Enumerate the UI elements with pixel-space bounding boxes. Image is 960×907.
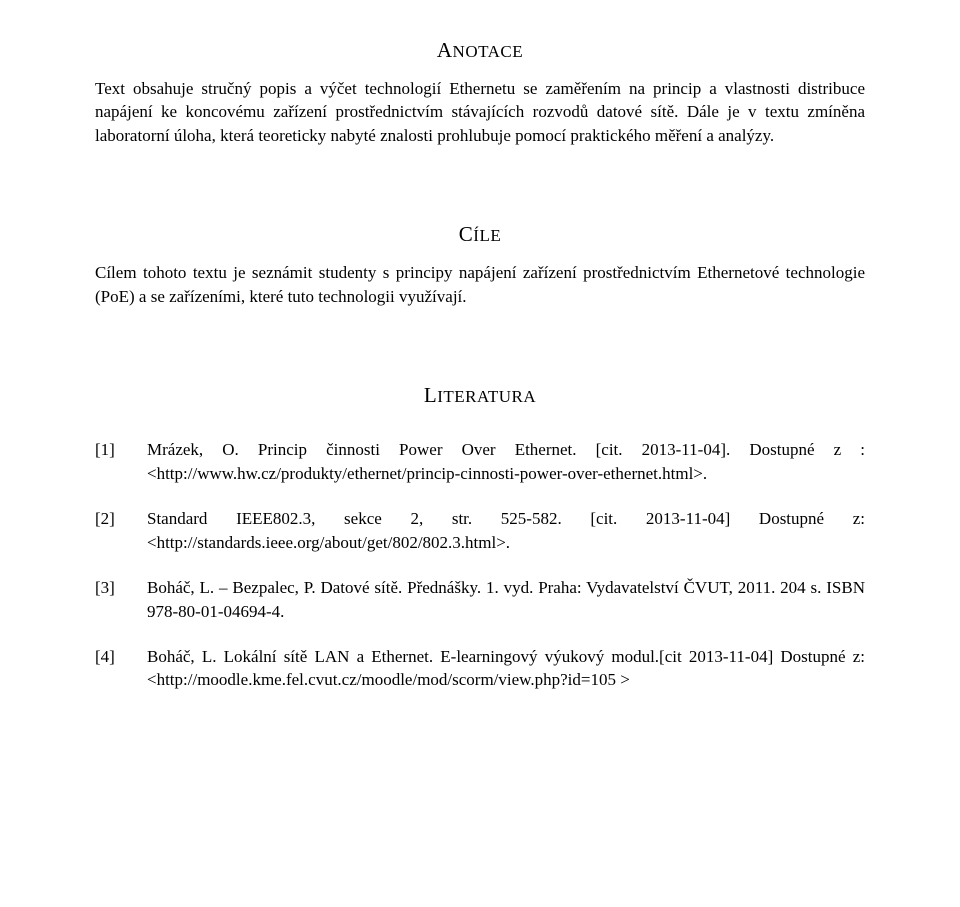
- reference-number: [4]: [95, 645, 147, 692]
- spacer: [95, 325, 865, 383]
- reference-text: Boháč, L. Lokální sítě LAN a Ethernet. E…: [147, 645, 865, 692]
- heading-cile: CÍLE: [95, 222, 865, 247]
- para-cile: Cílem tohoto textu je seznámit studenty …: [95, 261, 865, 308]
- reference-item: [4] Boháč, L. Lokální sítě LAN a Etherne…: [95, 645, 865, 692]
- reference-item: [2] Standard IEEE802.3, sekce 2, str. 52…: [95, 507, 865, 554]
- references-list: [1] Mrázek, O. Princip činnosti Power Ov…: [95, 438, 865, 692]
- page: ANOTACE Text obsahuje stručný popis a vý…: [0, 0, 960, 764]
- reference-text: Standard IEEE802.3, sekce 2, str. 525-58…: [147, 507, 865, 554]
- spacer: [95, 164, 865, 222]
- reference-number: [2]: [95, 507, 147, 554]
- spacer: [95, 408, 865, 438]
- heading-cile-first: C: [459, 222, 474, 246]
- heading-literatura: LITERATURA: [95, 383, 865, 408]
- heading-cile-rest: ÍLE: [473, 226, 501, 245]
- reference-text: Mrázek, O. Princip činnosti Power Over E…: [147, 438, 865, 485]
- para-anotace: Text obsahuje stručný popis a výčet tech…: [95, 77, 865, 147]
- reference-text: Boháč, L. – Bezpalec, P. Datové sítě. Př…: [147, 576, 865, 623]
- heading-anotace: ANOTACE: [95, 38, 865, 63]
- heading-anotace-rest: NOTACE: [453, 42, 524, 61]
- heading-anotace-first: A: [437, 38, 453, 62]
- reference-number: [1]: [95, 438, 147, 485]
- heading-literatura-first: L: [424, 383, 437, 407]
- reference-item: [3] Boháč, L. – Bezpalec, P. Datové sítě…: [95, 576, 865, 623]
- reference-item: [1] Mrázek, O. Princip činnosti Power Ov…: [95, 438, 865, 485]
- heading-literatura-rest: ITERATURA: [437, 387, 536, 406]
- reference-number: [3]: [95, 576, 147, 623]
